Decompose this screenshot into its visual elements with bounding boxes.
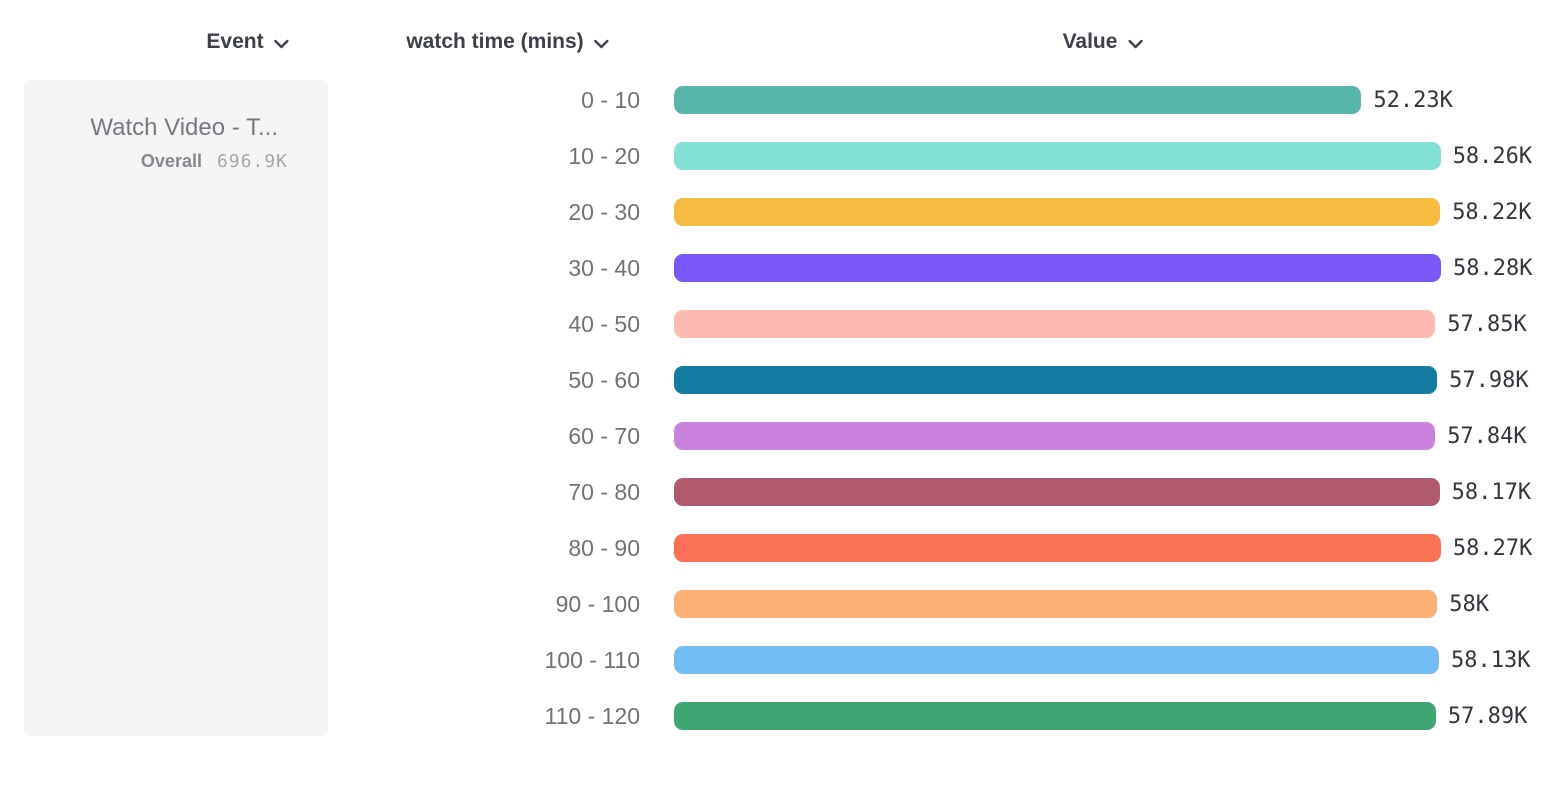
bucket-label: 50 - 60 (568, 366, 640, 393)
bucket-label: 20 - 30 (568, 198, 640, 225)
chart-row: 90 - 100 58K (0, 576, 1568, 632)
bar-segment[interactable] (674, 478, 1440, 506)
bar-segment[interactable] (674, 422, 1436, 450)
bar-value-label: 58.13K (1451, 647, 1531, 673)
bucket-label: 30 - 40 (568, 254, 640, 281)
column-header-value-label: Value (1062, 30, 1118, 53)
chart-row: 60 - 70 57.84K (0, 408, 1568, 464)
chevron-down-icon (1127, 36, 1143, 49)
chevron-down-icon (594, 36, 610, 49)
bucket-label: 80 - 90 (568, 534, 640, 561)
bar-segment[interactable] (674, 142, 1441, 170)
bucket-label: 90 - 100 (555, 590, 640, 617)
column-header-breakdown-label: watch time (mins) (406, 30, 584, 53)
bar-segment[interactable] (674, 534, 1441, 562)
bar-value-label: 58K (1449, 591, 1490, 617)
bar-value-label: 58.26K (1452, 143, 1533, 169)
chart-row: 100 - 110 58.13K (0, 632, 1568, 688)
chart-row: 70 - 80 58.17K (0, 464, 1568, 520)
bar-segment[interactable] (674, 646, 1439, 674)
bar-segment[interactable] (674, 590, 1438, 618)
bar-segment[interactable] (674, 310, 1436, 338)
bar-chart: 0 - 10 52.23K 10 - 20 58.26K 20 - 30 58.… (0, 72, 1568, 744)
overall-label: Overall (140, 151, 202, 171)
overall-value: 696.9K (216, 151, 288, 172)
chart-row: 110 - 120 57.89K (0, 688, 1568, 744)
bucket-label: 10 - 20 (568, 142, 640, 169)
bucket-label: 60 - 70 (568, 422, 640, 449)
bar-value-label: 57.84K (1447, 423, 1527, 449)
bar-value-label: 57.98K (1449, 367, 1529, 393)
bar-value-label: 58.28K (1453, 255, 1533, 281)
event-title: Watch Video - T... (90, 114, 278, 141)
bar-segment[interactable] (674, 366, 1438, 394)
chart-row: 10 - 20 58.26K (0, 128, 1568, 184)
bar-segment[interactable] (674, 86, 1362, 114)
column-header-value[interactable]: Value (1063, 30, 1144, 54)
bucket-label: 70 - 80 (568, 478, 640, 505)
chart-row: 40 - 50 57.85K (0, 296, 1568, 352)
chart-row: 20 - 30 58.22K (0, 184, 1568, 240)
bar-segment[interactable] (674, 254, 1441, 282)
event-summary-card[interactable]: Watch Video - T... Overall 696.9K (24, 80, 328, 736)
bucket-label: 40 - 50 (568, 310, 640, 337)
bar-value-label: 58.27K (1452, 535, 1533, 561)
chevron-down-icon (274, 36, 290, 49)
bar-value-label: 58.17K (1451, 479, 1532, 505)
column-header-event[interactable]: Event (206, 30, 289, 54)
bucket-label: 110 - 120 (544, 702, 640, 729)
bucket-label: 100 - 110 (544, 646, 640, 673)
column-header-event-label: Event (206, 30, 264, 53)
bar-value-label: 57.89K (1447, 703, 1528, 729)
column-header-breakdown[interactable]: watch time (mins) (406, 30, 609, 54)
chart-row: 50 - 60 57.98K (0, 352, 1568, 408)
bar-value-label: 57.85K (1447, 311, 1527, 337)
chart-row: 0 - 10 52.23K (0, 72, 1568, 128)
bar-segment[interactable] (674, 198, 1441, 226)
overall-row: Overall 696.9K (24, 151, 288, 172)
bar-segment[interactable] (674, 702, 1436, 730)
bucket-label: 0 - 10 (581, 86, 640, 113)
bar-value-label: 52.23K (1373, 87, 1453, 113)
bar-value-label: 58.22K (1452, 199, 1532, 225)
chart-row: 30 - 40 58.28K (0, 240, 1568, 296)
chart-row: 80 - 90 58.27K (0, 520, 1568, 576)
